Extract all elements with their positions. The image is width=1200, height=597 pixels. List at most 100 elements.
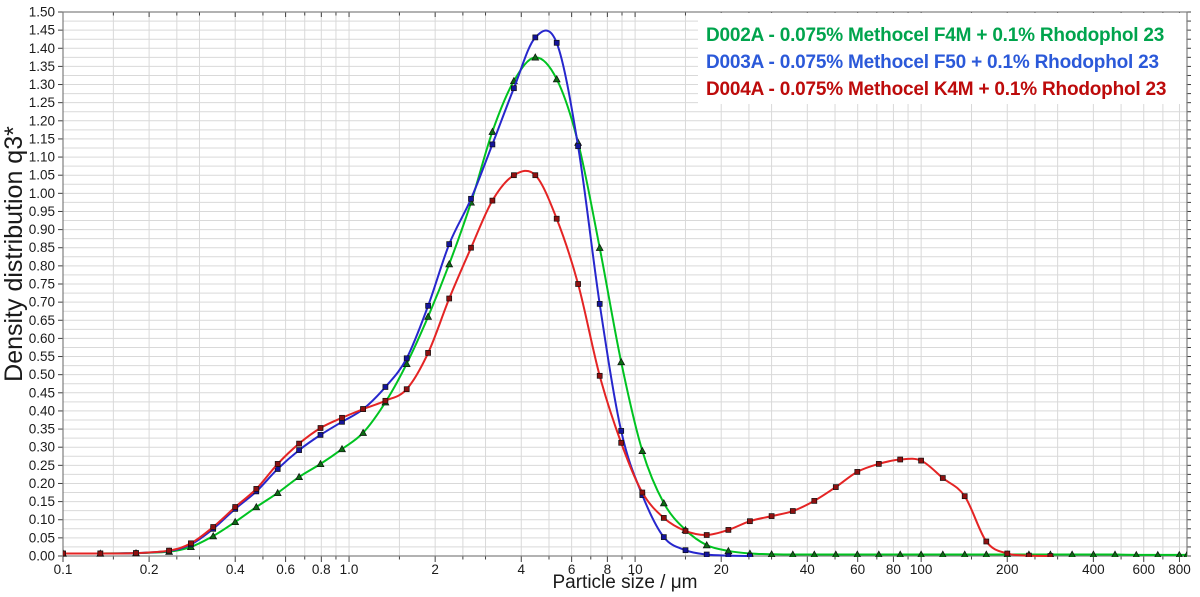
y-tick-label: 1.00 xyxy=(29,186,55,201)
y-tick-label: 0.15 xyxy=(29,494,55,509)
data-point-marker xyxy=(983,538,990,545)
data-point-marker xyxy=(639,489,646,496)
x-tick-label: 200 xyxy=(996,562,1019,577)
data-point-marker xyxy=(875,550,883,557)
data-point-marker xyxy=(725,552,732,557)
data-point-marker xyxy=(63,550,66,557)
data-point-marker xyxy=(359,428,368,436)
data-point-marker xyxy=(210,524,217,530)
x-tick-label: 1.0 xyxy=(340,562,359,577)
data-point-marker xyxy=(854,469,861,475)
data-point-marker xyxy=(1047,553,1054,557)
data-point-marker xyxy=(488,127,497,135)
x-tick-label: 0.8 xyxy=(312,562,331,577)
x-tick-label: 40 xyxy=(800,562,815,577)
y-tick-label: 1.40 xyxy=(29,41,55,56)
data-point-marker xyxy=(659,498,668,507)
data-point-marker xyxy=(1154,550,1162,557)
y-tick-label: 0.85 xyxy=(29,240,55,255)
y-tick-label: 1.45 xyxy=(29,23,55,38)
series-D004A xyxy=(63,169,1054,557)
data-point-marker xyxy=(682,528,689,534)
data-point-marker xyxy=(489,197,496,204)
data-point-marker xyxy=(532,34,539,41)
data-point-marker xyxy=(1175,550,1183,557)
y-tick-label: 0.75 xyxy=(29,277,55,292)
data-point-marker xyxy=(618,428,625,434)
y-axis-title: Density distribution q3* xyxy=(0,126,28,382)
data-point-marker xyxy=(1183,550,1187,557)
data-point-marker xyxy=(338,444,346,453)
data-point-marker xyxy=(252,502,261,511)
data-point-marker xyxy=(618,439,625,446)
data-point-marker xyxy=(660,534,667,540)
data-point-marker xyxy=(897,456,904,463)
data-point-marker xyxy=(166,547,172,554)
y-tick-label: 0.90 xyxy=(29,222,55,237)
plot-border xyxy=(62,11,1188,557)
y-tick-label: 1.15 xyxy=(29,131,55,146)
y-tick-label: 0.80 xyxy=(29,258,55,273)
x-tick-label: 0.6 xyxy=(276,562,295,577)
data-point-marker xyxy=(446,295,453,302)
data-point-marker xyxy=(274,461,281,467)
x-tick-label: 8 xyxy=(604,562,612,577)
data-point-marker xyxy=(682,547,689,554)
y-tick-label: 0.05 xyxy=(29,530,55,545)
legend-entry-D003A: D003A - 0.075% Methocel F50 + 0.1% Rhodo… xyxy=(706,52,1159,73)
data-point-marker xyxy=(296,447,302,453)
y-tick-label: 1.05 xyxy=(29,168,55,183)
data-point-marker xyxy=(575,143,581,150)
y-tick-label: 1.10 xyxy=(29,150,55,165)
data-point-marker xyxy=(382,384,389,390)
series-D003A xyxy=(63,29,753,557)
y-tick-label: 0.50 xyxy=(29,367,55,382)
data-point-marker xyxy=(617,357,626,366)
data-point-marker xyxy=(445,259,454,268)
legend-background xyxy=(698,13,1186,104)
y-tick-label: 0.00 xyxy=(29,549,55,564)
y-tick-label: 1.50 xyxy=(29,5,55,20)
data-point-marker xyxy=(402,359,411,367)
data-point-marker xyxy=(403,386,410,393)
data-point-marker xyxy=(1089,550,1098,557)
data-point-marker xyxy=(316,459,325,468)
curve-D004A xyxy=(63,169,1051,557)
data-point-marker xyxy=(273,488,282,497)
legend-entry-D002A: D002A - 0.075% Methocel F4M + 0.1% Rhodo… xyxy=(706,25,1165,46)
data-point-marker xyxy=(1026,552,1032,557)
data-point-marker xyxy=(339,414,345,421)
x-tick-label: 800 xyxy=(1168,562,1191,577)
data-point-marker xyxy=(810,550,818,557)
legend-entry-D004A: D004A - 0.075% Methocel K4M + 0.1% Rhodo… xyxy=(706,79,1167,100)
y-tick-label: 1.35 xyxy=(29,59,55,74)
data-point-marker xyxy=(832,484,839,490)
data-point-marker xyxy=(875,461,882,467)
y-tick-label: 0.65 xyxy=(29,313,55,328)
data-point-marker xyxy=(425,350,431,356)
markers-D003A xyxy=(63,34,753,557)
data-point-marker xyxy=(596,372,603,379)
data-point-marker xyxy=(575,281,581,287)
y-tick-label: 0.95 xyxy=(29,204,55,219)
data-point-marker xyxy=(725,527,732,533)
data-point-marker xyxy=(425,302,431,309)
markers-D004A xyxy=(63,172,1054,557)
x-axis-title: Particle size / μm xyxy=(552,572,698,593)
x-tick-labels: 0.1 0.2 0.4 0.6 0.8 1.0 2 4 6 8 10 20 40 60 80 100 200 40… xyxy=(54,562,1191,577)
data-point-marker xyxy=(511,85,517,92)
data-point-marker xyxy=(296,440,302,447)
data-point-marker xyxy=(317,425,324,431)
y-tick-label: 0.10 xyxy=(29,512,55,527)
y-tick-label: 0.45 xyxy=(29,385,55,400)
x-tick-label: 0.4 xyxy=(226,562,245,577)
data-point-marker xyxy=(97,550,104,557)
x-tick-label: 0.1 xyxy=(54,562,73,577)
data-point-marker xyxy=(295,472,304,481)
legend: D002A - 0.075% Methocel F4M + 0.1% Rhodo… xyxy=(706,22,1166,103)
data-point-marker xyxy=(553,39,560,46)
data-point-marker xyxy=(531,53,540,61)
data-point-marker xyxy=(896,550,904,557)
y-tick-label: 0.40 xyxy=(29,403,55,418)
